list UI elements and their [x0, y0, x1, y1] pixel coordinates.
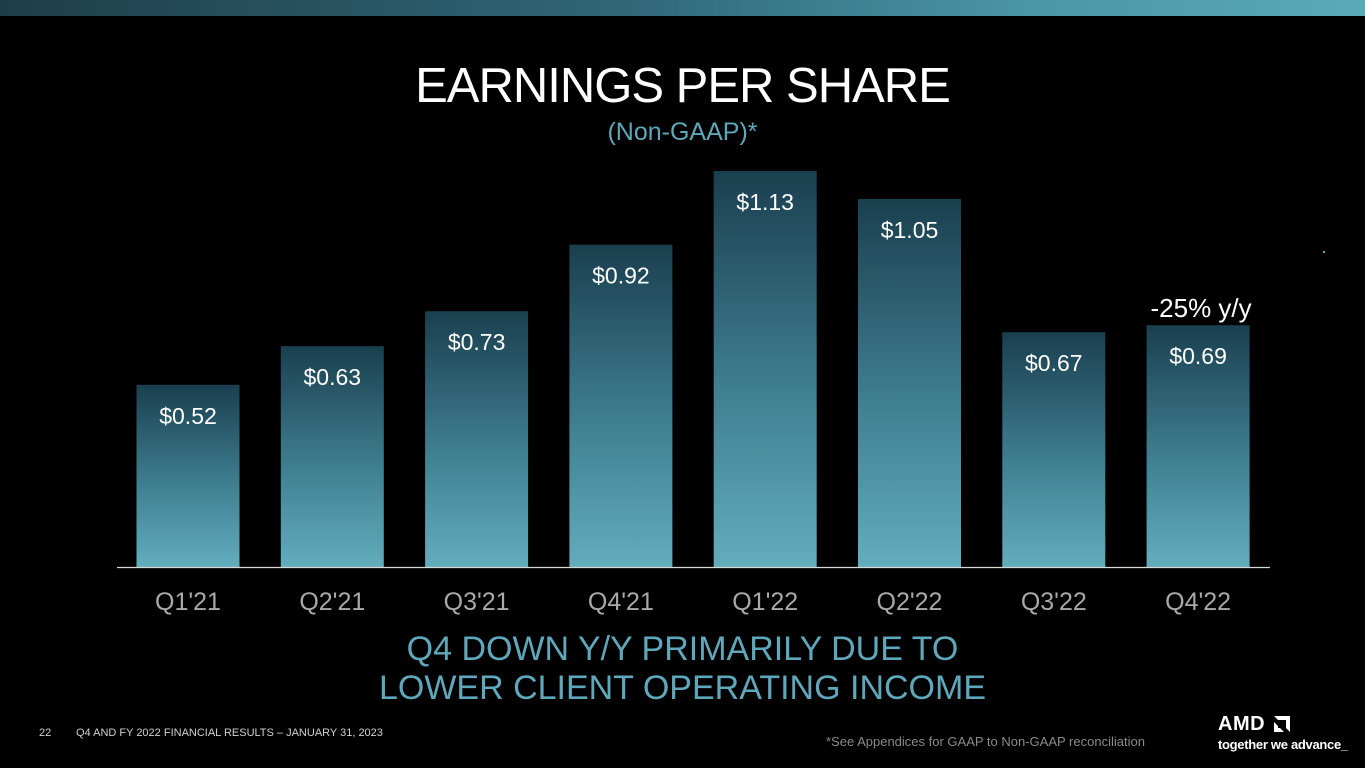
bar-Q3'22 [1002, 332, 1106, 567]
bar-Q4'21 [569, 244, 673, 567]
page-subtitle: (Non-GAAP)* [607, 118, 758, 146]
amd-wordmark: AMD [1218, 713, 1266, 735]
x-tick-label-Q4'21: Q4'21 [588, 588, 654, 616]
bar-Q1'21 [136, 384, 240, 567]
x-tick-label-Q3'22: Q3'22 [1021, 588, 1087, 616]
footer-title: Q4 AND FY 2022 FINANCIAL RESULTS – JANUA… [76, 727, 383, 739]
x-tick-label-Q2'22: Q2'22 [877, 588, 943, 616]
value-label-Q4'22: $0.69 [1169, 343, 1227, 369]
x-tick-label-Q1'21: Q1'21 [155, 588, 221, 616]
bar-Q2'22 [858, 199, 961, 567]
page-number: 22 [39, 727, 52, 739]
bar-Q4'22 [1146, 325, 1250, 567]
decorative-dot [1323, 251, 1325, 253]
amd-arrow-icon [1274, 716, 1290, 732]
value-label-Q1'22: $1.13 [736, 189, 794, 215]
x-tick-label-Q3'21: Q3'21 [444, 588, 510, 616]
value-label-Q3'22: $0.67 [1025, 350, 1083, 376]
takeaway-text: Q4 DOWN Y/Y PRIMARILY DUE TO LOWER CLIEN… [0, 630, 1365, 708]
x-tick-label-Q4'22: Q4'22 [1165, 588, 1231, 616]
value-label-Q4'21: $0.92 [592, 263, 650, 289]
value-label-Q3'21: $0.73 [448, 329, 506, 355]
amd-tagline: together we advance_ [1218, 737, 1348, 752]
amd-logo: AMD together we advance_ [1218, 713, 1358, 757]
x-tick-label-Q2'21: Q2'21 [299, 588, 365, 616]
value-label-Q2'22: $1.05 [881, 217, 939, 243]
top-accent-bar [0, 0, 1365, 16]
x-tick-label-Q1'22: Q1'22 [732, 588, 798, 616]
bar-Q3'21 [425, 311, 529, 567]
bar-Q2'21 [280, 346, 384, 567]
value-label-Q2'21: $0.63 [304, 364, 362, 390]
takeaway-line-1: Q4 DOWN Y/Y PRIMARILY DUE TO [406, 630, 959, 668]
annotation-yoy-change: -25% y/y [1151, 293, 1252, 323]
takeaway-line-2: LOWER CLIENT OPERATING INCOME [378, 669, 987, 707]
footnote: *See Appendices for GAAP to Non-GAAP rec… [826, 734, 1145, 749]
bar-Q1'22 [713, 171, 817, 567]
page-title: EARNINGS PER SHARE [415, 59, 951, 113]
value-label-Q1'21: $0.52 [159, 403, 217, 429]
